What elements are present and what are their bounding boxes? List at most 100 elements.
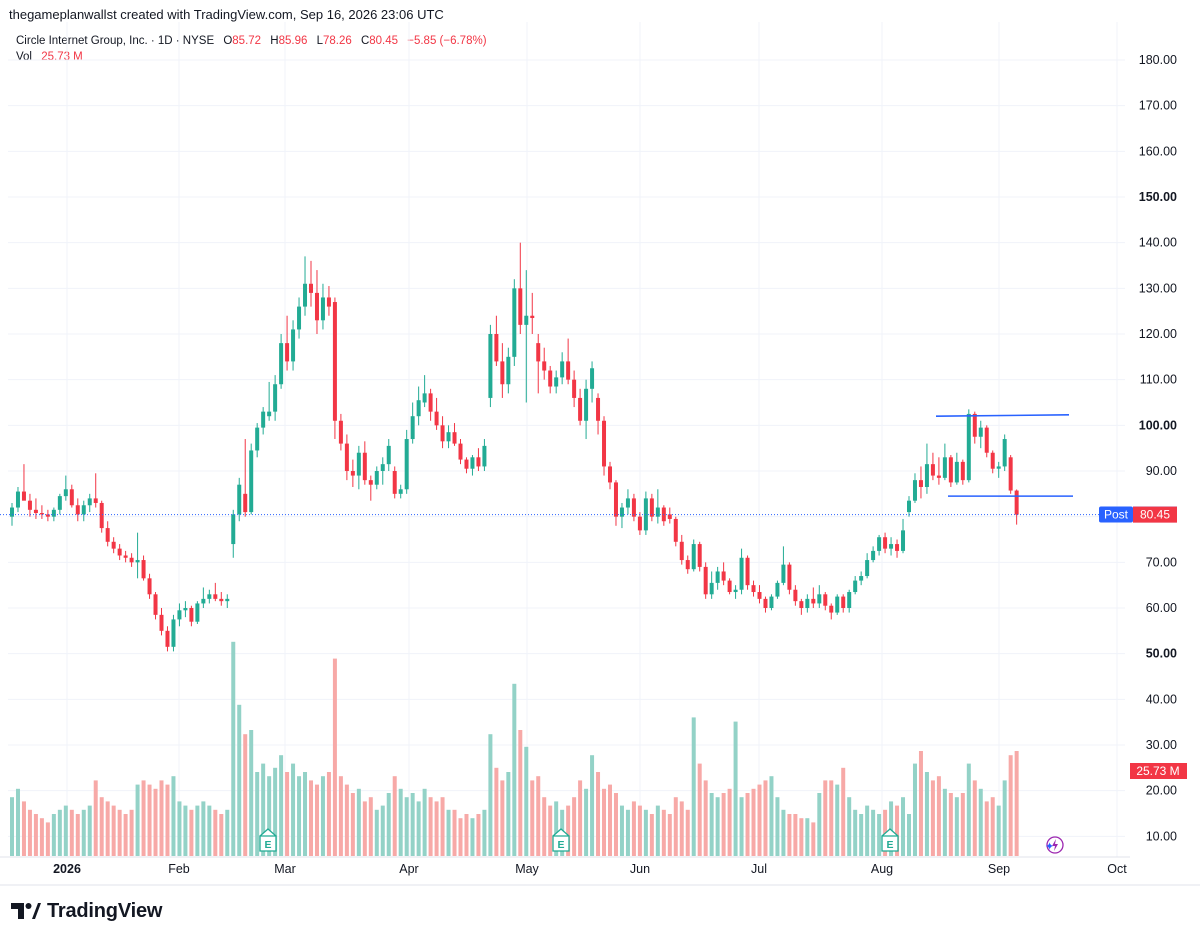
volume-bar xyxy=(942,788,947,856)
candle-body xyxy=(805,598,810,609)
tradingview-logo[interactable]: TradingView xyxy=(11,898,162,924)
candle-body xyxy=(123,555,128,558)
volume-bar xyxy=(39,818,44,856)
volume-bar xyxy=(428,797,433,856)
volume-bar xyxy=(751,788,756,856)
time-tick-label: Jun xyxy=(630,862,650,876)
candle-body xyxy=(548,370,553,387)
volume-bar xyxy=(141,780,146,856)
volume-bar xyxy=(416,801,421,856)
candle-body xyxy=(584,388,589,421)
volume-bar xyxy=(446,809,451,856)
candle-body xyxy=(745,557,750,586)
resistance-trendline xyxy=(935,414,1070,418)
volume-bars xyxy=(10,641,1019,856)
candle-body xyxy=(835,596,840,613)
volume-bar xyxy=(554,801,559,856)
volume-bar xyxy=(267,776,272,856)
candle-body xyxy=(524,315,529,325)
candle-body xyxy=(81,505,86,515)
volume-bar xyxy=(781,809,786,856)
candle-body xyxy=(566,361,571,380)
candle-body xyxy=(960,461,965,481)
volume-bar xyxy=(51,814,56,856)
volume-bar xyxy=(386,793,391,856)
volume-bar xyxy=(326,772,331,856)
candle-body xyxy=(33,509,38,514)
volume-bar xyxy=(721,793,726,856)
volume-bar xyxy=(733,721,738,856)
candle-body xyxy=(679,541,684,561)
volume-bar xyxy=(811,822,816,856)
volume-bar xyxy=(1002,780,1007,856)
volume-price-label: 25.73 M xyxy=(1130,763,1187,779)
volume-bar xyxy=(853,809,858,856)
volume-bar xyxy=(649,814,654,856)
candle-body xyxy=(799,601,804,609)
symbol-name: Circle Internet Group, Inc. · 1D · NYSE xyxy=(16,35,215,47)
candle-body xyxy=(464,459,469,469)
candle-body xyxy=(105,528,110,542)
candle-body xyxy=(954,461,959,483)
volume-bar xyxy=(153,788,158,856)
candle-body xyxy=(936,475,941,478)
volume-bar xyxy=(231,641,236,856)
last-price-badge xyxy=(1133,506,1177,523)
candle-body xyxy=(871,550,876,561)
sparkle-icon: ✦ xyxy=(1045,840,1054,853)
volume-bar xyxy=(171,776,176,856)
symbol-legend: Circle Internet Group, Inc. · 1D · NYSE … xyxy=(16,33,487,65)
volume-bar xyxy=(871,809,876,856)
candle-body xyxy=(10,507,14,517)
volume-bar xyxy=(757,784,762,856)
volume-bar xyxy=(213,809,218,856)
candle-body xyxy=(237,484,242,515)
candle-body xyxy=(380,464,385,472)
price-tick-label: 160.00 xyxy=(1139,144,1177,158)
volume-bar xyxy=(338,776,343,856)
candle-body xyxy=(775,582,780,597)
last-price-label: 80.45 xyxy=(1133,506,1177,523)
volume-bar xyxy=(960,793,965,856)
low-label: L xyxy=(316,35,323,47)
time-tick-label: Mar xyxy=(274,862,296,876)
candle-body xyxy=(374,471,379,485)
candle-body xyxy=(39,513,44,515)
volume-bar xyxy=(835,784,840,856)
volume-bar xyxy=(470,818,475,856)
time-axis: 2026 Feb Mar Apr May Jun Jul Aug Sep Oct xyxy=(0,856,1200,886)
candle-body xyxy=(727,580,732,593)
volume-bar xyxy=(452,809,457,856)
volume-bar xyxy=(984,801,989,856)
volume-bar xyxy=(530,780,535,856)
candle-body xyxy=(578,397,583,421)
price-tick-label: 60.00 xyxy=(1146,601,1177,615)
candle-body xyxy=(859,576,864,581)
candle-body xyxy=(57,496,62,510)
candle-body xyxy=(907,500,911,513)
candle-body xyxy=(350,471,355,476)
candle-body xyxy=(428,393,433,412)
candle-body xyxy=(267,411,272,417)
tradingview-logo-icon xyxy=(11,903,41,919)
candle-body xyxy=(625,498,630,508)
candle-body xyxy=(422,393,427,403)
earnings-marker: E xyxy=(881,828,899,852)
volume-bar xyxy=(297,776,302,856)
candle-body xyxy=(219,598,224,602)
volume-bar xyxy=(661,809,666,856)
volume-bar xyxy=(954,797,959,856)
candle-body xyxy=(183,608,188,611)
volume-bar xyxy=(177,801,182,856)
candle-body xyxy=(972,413,977,437)
price-tick-label: 130.00 xyxy=(1139,281,1177,295)
high-value: 85.96 xyxy=(278,35,308,47)
candle-body xyxy=(51,509,56,517)
candle-body xyxy=(596,397,601,421)
candle-body xyxy=(165,630,170,647)
volume-bar xyxy=(602,788,607,856)
volume-bar xyxy=(667,814,672,856)
candle-body xyxy=(135,560,140,563)
volume-bar xyxy=(10,797,14,856)
